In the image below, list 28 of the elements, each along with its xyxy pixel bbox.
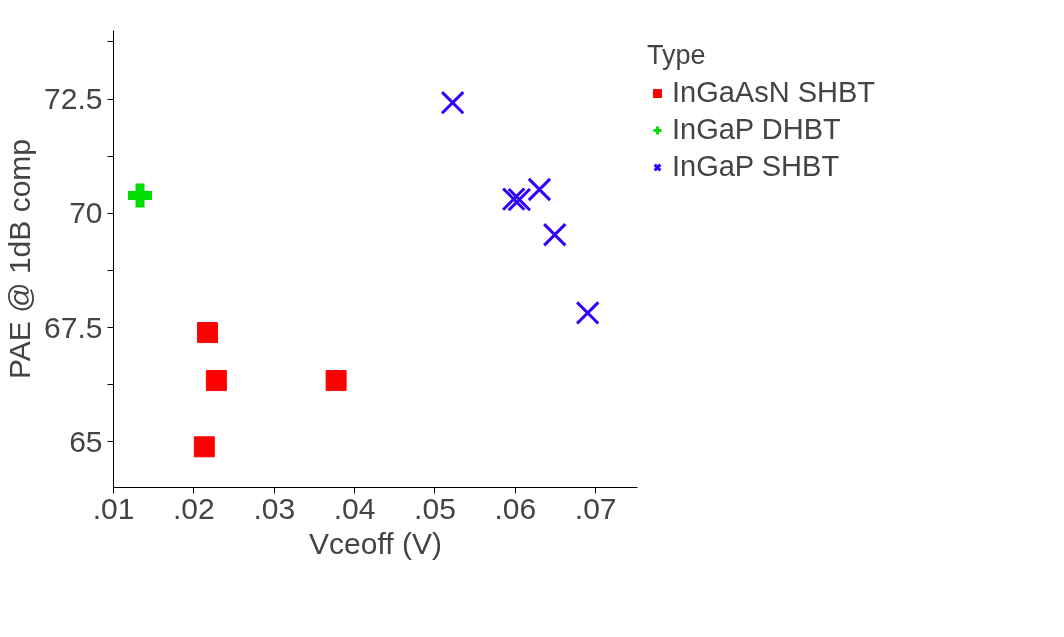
point [128,183,153,208]
point [440,90,465,115]
x-tick-label: .05 [414,491,456,525]
point [197,322,219,344]
y-tick-label: 70 [69,196,103,230]
x-tick-label: .02 [173,491,215,525]
x-tick-label: .07 [574,491,617,525]
x-tick-label: .06 [494,491,537,525]
y-tick-label: 72.5 [44,82,103,116]
y-axis-title: PAE @ 1dB comp [3,139,37,379]
point [527,177,552,202]
x-tick-label: .01 [92,491,135,525]
legend-label: InGaAsN SHBT [672,76,876,109]
legend-label: InGaP SHBT [672,150,840,183]
legend-title: Type [647,40,707,71]
x-axis-title: Vceoff (V) [309,526,442,560]
y-tick-label: 65 [69,424,103,458]
legend-label: InGaP DHBT [672,113,841,146]
y-tick-label: 67.5 [44,310,103,344]
x-tick-label: .04 [333,491,376,525]
point [575,300,600,326]
x-tick-label: .03 [253,491,296,525]
point [501,187,526,212]
point [193,436,215,458]
point [205,370,227,392]
point [325,370,347,392]
point [542,222,567,247]
point [507,187,532,212]
